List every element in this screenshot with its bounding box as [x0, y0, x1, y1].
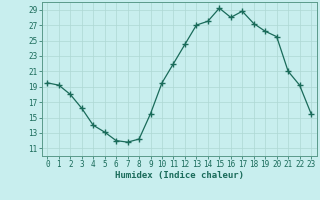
- X-axis label: Humidex (Indice chaleur): Humidex (Indice chaleur): [115, 171, 244, 180]
